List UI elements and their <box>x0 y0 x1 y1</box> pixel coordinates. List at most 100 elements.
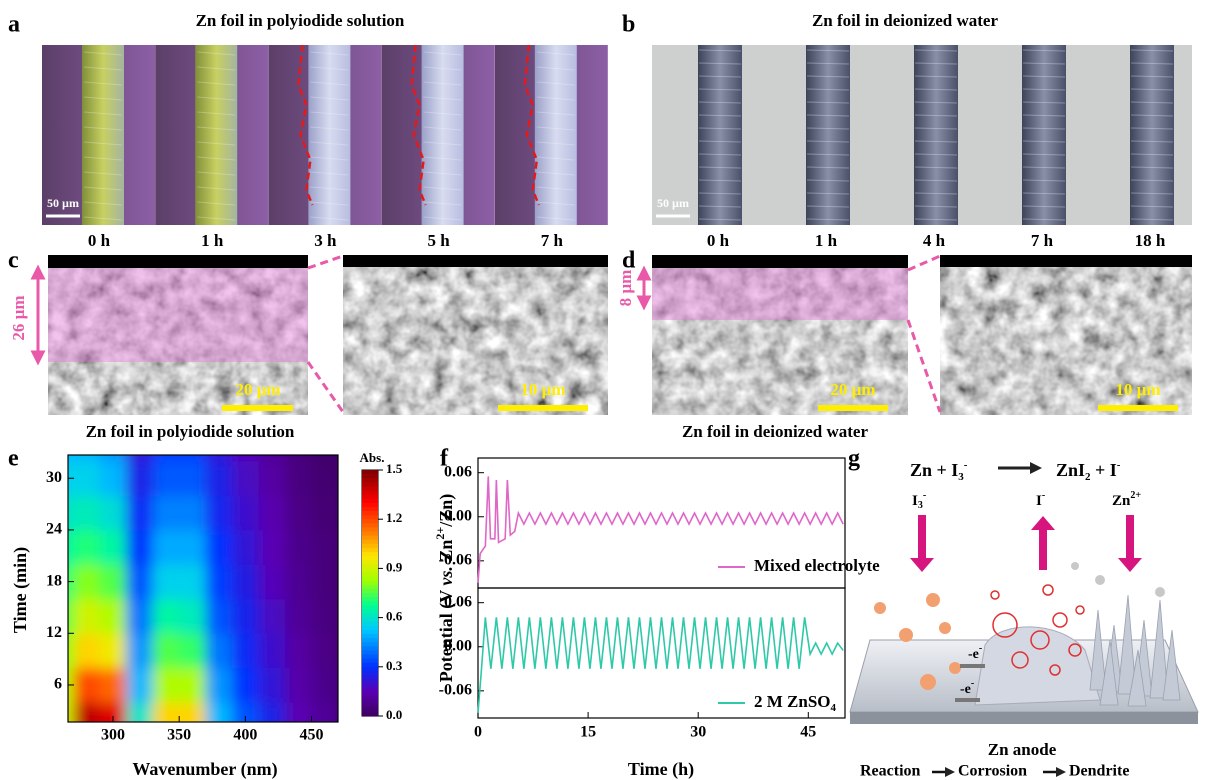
contour-cell <box>126 599 153 634</box>
colorbar-segment <box>362 556 378 561</box>
colorbar-segment <box>362 609 378 614</box>
panel-label: g <box>848 446 860 472</box>
contour-cell <box>206 564 233 599</box>
colorbar-segment <box>362 708 378 713</box>
contour-cell <box>73 530 100 565</box>
contour-cell <box>285 668 312 703</box>
colorbar-segment <box>362 536 378 541</box>
contour-cell <box>153 633 180 668</box>
colorbar-segment <box>362 597 378 602</box>
contour-cell <box>312 530 339 565</box>
contour-cell <box>179 530 206 565</box>
time-label: 0 h <box>707 231 730 250</box>
x-tick-label: 300 <box>101 727 125 744</box>
time-label: 5 h <box>427 231 450 250</box>
flux-arrow-head <box>910 558 934 572</box>
colorbar-segment <box>362 687 378 692</box>
zoom-line <box>308 362 343 412</box>
colorbar-segment <box>362 540 378 545</box>
colorbar-segment <box>362 634 378 639</box>
contour-cell <box>73 599 100 634</box>
zn-foil <box>82 45 124 225</box>
colorbar-segment <box>362 614 378 619</box>
y-tick-label: 6 <box>54 676 62 693</box>
panel-label: a <box>8 12 20 38</box>
colorbar-segment <box>362 683 378 688</box>
contour-cell <box>285 530 312 565</box>
contour-cell <box>206 495 233 530</box>
colorbar-segment <box>362 675 378 680</box>
contour-cell <box>259 495 286 530</box>
contour-cell <box>312 633 339 668</box>
eq-part: Zn + I <box>910 460 958 480</box>
contour-cell <box>153 564 180 599</box>
y-tick-label: -0.06 <box>439 551 472 568</box>
contour-cell <box>73 702 100 737</box>
x-axis-label: Time (h) <box>628 759 694 780</box>
label-part: - <box>923 490 926 501</box>
colorbar-segment <box>362 577 378 582</box>
label-part: - <box>1042 490 1045 501</box>
y-tick-label: 18 <box>46 572 62 589</box>
colorbar-tick-label: 1.5 <box>386 461 403 476</box>
contour-cell <box>285 564 312 599</box>
colorbar-segment <box>362 519 378 524</box>
panel-label: d <box>622 248 636 274</box>
contour-cell <box>153 530 180 565</box>
eq-part: + I <box>1091 460 1117 480</box>
sem-background <box>48 255 308 268</box>
colorbar-segment <box>362 573 378 578</box>
species-label: I- <box>1036 490 1045 509</box>
contour-cell <box>232 668 259 703</box>
thickness-label: 26 µm <box>9 295 28 340</box>
zn-foil <box>308 45 350 225</box>
zn-foil <box>914 45 958 225</box>
contour-cell <box>73 668 100 703</box>
y-tick-label: 0.06 <box>444 463 472 480</box>
colorbar-segment <box>362 474 378 479</box>
contour-cell <box>100 461 127 496</box>
y-tick-label: 0.00 <box>444 637 472 654</box>
corrosion-layer <box>48 268 308 362</box>
contour-cell <box>126 461 153 496</box>
time-label: 3 h <box>314 231 337 250</box>
corrosion-layer <box>652 268 908 320</box>
sem-background <box>940 255 1192 267</box>
x-tick-label: 15 <box>580 724 596 741</box>
contour-cell <box>153 495 180 530</box>
caption: Zn foil in deionized water <box>682 422 869 441</box>
contour-cell <box>153 668 180 703</box>
label-part: 3 <box>918 500 923 511</box>
colorbar-segment <box>362 507 378 512</box>
contour-cell <box>126 530 153 565</box>
colorbar-segment <box>362 544 378 549</box>
label-part: Zn <box>1112 493 1131 509</box>
contour-cell <box>206 530 233 565</box>
contour-cell <box>153 599 180 634</box>
colorbar-segment <box>362 511 378 516</box>
contour-cell <box>179 668 206 703</box>
colorbar-segment <box>362 659 378 664</box>
contour-cell <box>179 633 206 668</box>
contour-cell <box>285 633 312 668</box>
contour-cell <box>179 495 206 530</box>
caption: Zn foil in polyiodide solution <box>86 422 295 441</box>
panel-title: Zn foil in deionized water <box>812 11 999 30</box>
colorbar-segment <box>362 704 378 709</box>
time-label: 1 h <box>815 231 838 250</box>
colorbar-segment <box>362 589 378 594</box>
contour-cell <box>259 599 286 634</box>
colorbar-segment <box>362 605 378 610</box>
contour-cell <box>100 599 127 634</box>
contour-cell <box>179 599 206 634</box>
contour-cell <box>259 461 286 496</box>
scale-label: 20 µm <box>830 380 875 399</box>
contour-cell <box>126 702 153 737</box>
contour-cell <box>312 668 339 703</box>
figure: 0 h1 h3 h5 h7 h0 h1 h4 h7 h18 h50 µm50 µ… <box>0 0 1206 780</box>
y-tick-label: 0.06 <box>444 593 472 610</box>
contour-cell <box>206 599 233 634</box>
eq-part: - <box>964 459 968 471</box>
colorbar-segment <box>362 663 378 668</box>
label-part: 2+ <box>1130 490 1141 501</box>
